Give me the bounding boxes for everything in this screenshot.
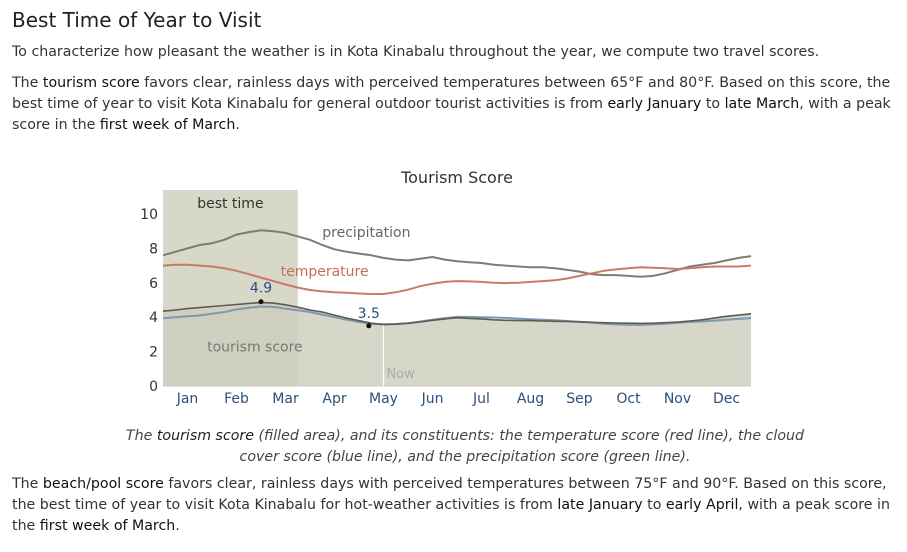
tourism-start-date: early January xyxy=(607,96,702,112)
beach-end-date: early April xyxy=(665,497,739,513)
tourism-peak-date: first week of March xyxy=(99,117,236,133)
chart-caption: The tourism score (filled area), and its… xyxy=(120,426,810,468)
tourism-score-term: tourism score xyxy=(42,75,140,91)
peak-marker xyxy=(258,299,264,305)
beach-text-2: favors clear, rainless days with perceiv… xyxy=(12,476,887,513)
month-label-jun: Jun xyxy=(421,391,444,407)
beach-paragraph: The beach/pool score favors clear, rainl… xyxy=(12,474,897,537)
y-tick-label: 2 xyxy=(149,345,158,361)
low-value-label: 3.5 xyxy=(358,306,380,322)
tourism-end-date: late March xyxy=(724,96,800,112)
tourism-score-label: tourism score xyxy=(207,340,303,356)
month-label-dec: Dec xyxy=(713,391,740,407)
section-title: Best Time of Year to Visit xyxy=(12,8,262,32)
low-marker xyxy=(366,323,372,329)
month-label-oct: Oct xyxy=(616,391,641,407)
tourism-text-4: , with a peak score in the xyxy=(12,96,891,133)
series-line-cloud xyxy=(162,305,752,326)
beach-text-3: to xyxy=(642,497,666,513)
temperature-label: temperature xyxy=(281,264,369,280)
caption-tourism-term: tourism score xyxy=(156,428,254,445)
month-label-jul: Jul xyxy=(472,391,490,407)
y-tick-label: 10 xyxy=(140,207,158,223)
month-label-aug: Aug xyxy=(517,391,544,407)
month-label-sep: Sep xyxy=(566,391,593,407)
beach-text-1: The xyxy=(12,476,43,492)
best-time-label: best time xyxy=(197,196,263,212)
chart-title: Tourism Score xyxy=(400,168,513,187)
caption-text-1: The xyxy=(125,428,157,445)
tourism-paragraph: The tourism score favors clear, rainless… xyxy=(12,73,897,136)
beach-peak-date: first week of March xyxy=(39,518,176,534)
month-label-jan: Jan xyxy=(176,391,199,407)
series-line-temperature xyxy=(162,263,752,295)
series-line-precipitation xyxy=(162,229,752,278)
tourism-text-3: to xyxy=(701,96,725,112)
tourism-text-5: . xyxy=(235,117,240,133)
tourism-score-chart: Tourism Score best time Now precipitation te… xyxy=(140,168,752,407)
month-label-may: May xyxy=(369,391,398,407)
tourism-text-1: The xyxy=(12,75,43,91)
month-label-mar: Mar xyxy=(272,391,299,407)
beach-start-date: late January xyxy=(557,497,643,513)
beach-text-4: , with a peak score in the xyxy=(12,497,890,534)
month-label-nov: Nov xyxy=(664,391,691,407)
y-tick-label: 4 xyxy=(149,310,158,326)
now-label: Now xyxy=(387,367,416,382)
beach-score-term: beach/pool score xyxy=(42,476,164,492)
caption-text-2: (filled area), and its constituents: the… xyxy=(239,428,805,466)
peak-value-label: 4.9 xyxy=(250,281,272,297)
y-tick-label: 8 xyxy=(149,241,158,257)
month-label-apr: Apr xyxy=(322,391,346,407)
y-tick-label: 0 xyxy=(149,379,158,395)
month-label-feb: Feb xyxy=(224,391,249,407)
beach-text-5: . xyxy=(175,518,180,534)
precipitation-label: precipitation xyxy=(322,225,410,241)
intro-paragraph: To characterize how pleasant the weather… xyxy=(12,44,820,60)
tourism-text-2: favors clear, rainless days with perceiv… xyxy=(12,75,891,112)
y-tick-label: 6 xyxy=(149,276,158,292)
